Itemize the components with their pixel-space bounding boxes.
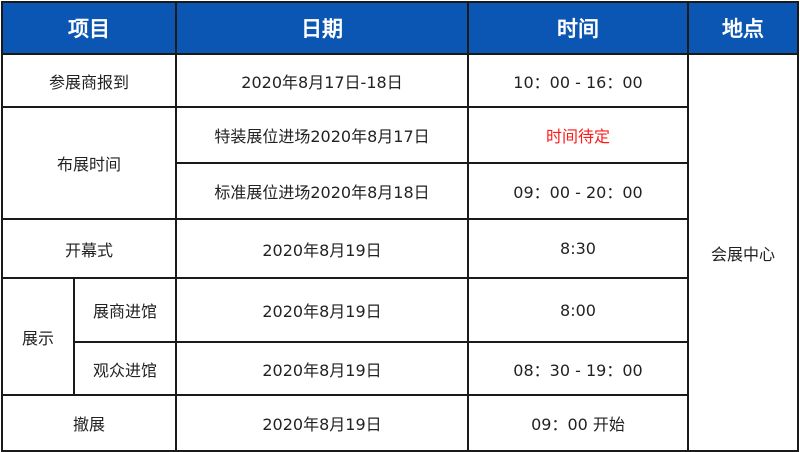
cell-subitem: 展商进馆 (73, 277, 177, 343)
header-item: 项目 (1, 1, 177, 55)
cell-date: 2020年8月17日-18日 (175, 53, 469, 108)
cell-time: 09：00 - 20：00 (467, 162, 689, 220)
cell-subitem: 观众进馆 (73, 341, 177, 396)
cell-item: 布展时间 (1, 106, 177, 220)
cell-date: 特装展位进场2020年8月17日 (175, 106, 469, 164)
cell-date: 2020年8月19日 (175, 277, 469, 343)
table-row: 参展商报到 2020年8月17日-18日 10：00 - 16：00 会展中心 (1, 53, 799, 452)
cell-item: 参展商报到 (1, 53, 177, 108)
cell-date: 2020年8月19日 (175, 218, 469, 279)
cell-time: 10：00 - 16：00 (467, 53, 689, 108)
cell-date: 2020年8月19日 (175, 341, 469, 396)
cell-time: 8:00 (467, 277, 689, 343)
cell-date: 标准展位进场2020年8月18日 (175, 162, 469, 220)
cell-time: 08：30 - 19：00 (467, 341, 689, 396)
cell-item: 开幕式 (1, 218, 177, 279)
cell-time-pending: 时间待定 (467, 106, 689, 164)
cell-item: 撤展 (1, 394, 177, 452)
table-row: 撤展 2020年8月19日 09：00 开始 (1, 394, 798, 452)
cell-location: 会展中心 (687, 53, 799, 452)
table-row: 观众进馆 2020年8月19日 08：30 - 19：00 (2, 341, 798, 396)
cell-time: 09：00 开始 (467, 394, 689, 452)
header-location: 地点 (687, 1, 799, 55)
cell-item: 展示 (1, 277, 75, 396)
table-row: 布展时间 特装展位进场2020年8月17日 时间待定 (1, 106, 798, 220)
cell-time: 8:30 (467, 218, 689, 279)
table-row: 标准展位进场2020年8月18日 09：00 - 20：00 (2, 162, 798, 220)
cell-date: 2020年8月19日 (175, 394, 469, 452)
header-time: 时间 (467, 1, 689, 55)
table-row: 开幕式 2020年8月19日 8:30 (1, 218, 798, 279)
table-row: 展示 展商进馆 2020年8月19日 8:00 (1, 277, 798, 396)
header-row: 项目 日期 时间 地点 (1, 1, 799, 55)
header-date: 日期 (175, 1, 469, 55)
